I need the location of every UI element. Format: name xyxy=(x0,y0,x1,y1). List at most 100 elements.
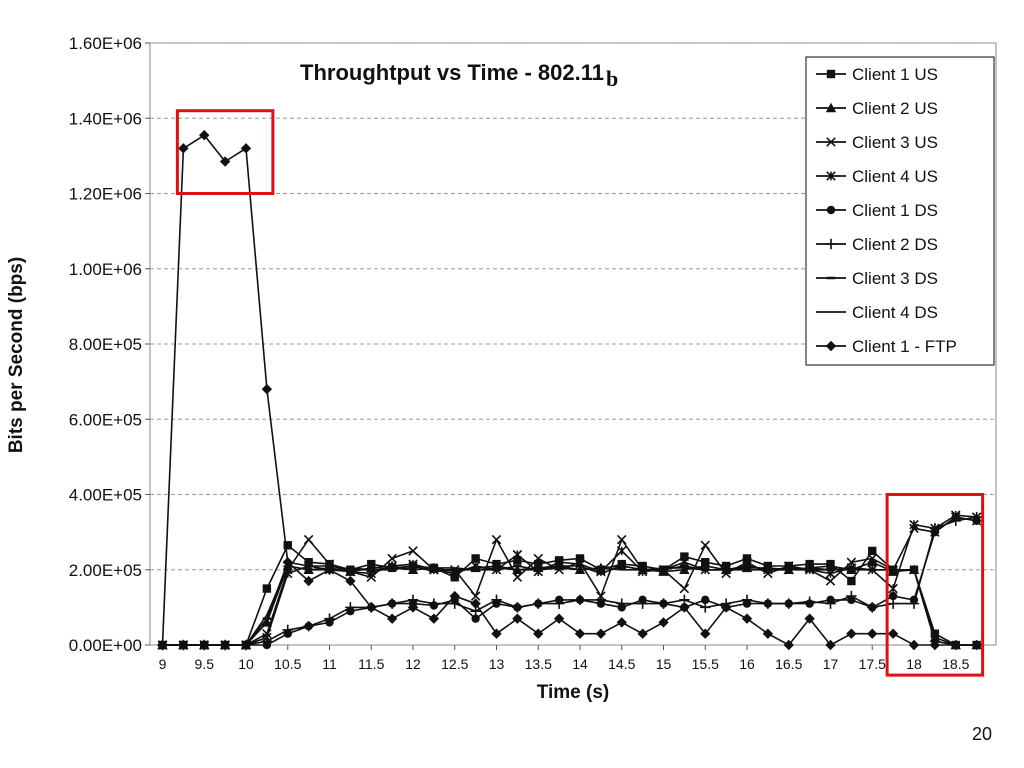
data-point xyxy=(595,594,607,606)
data-point xyxy=(929,639,941,651)
y-tick-label: 2.00E+05 xyxy=(69,561,142,580)
y-tick-label: 6.00E+05 xyxy=(69,410,142,429)
data-point xyxy=(386,598,398,609)
page-number: 20 xyxy=(971,724,992,744)
data-point xyxy=(345,575,356,587)
data-point xyxy=(700,628,711,639)
data-point xyxy=(658,617,669,628)
data-point xyxy=(512,602,523,613)
x-tick-label: 14.5 xyxy=(608,656,635,672)
data-point xyxy=(867,602,878,613)
data-point xyxy=(428,598,440,609)
series-9 xyxy=(157,129,982,651)
data-point xyxy=(491,628,502,639)
x-tick-label: 11.5 xyxy=(358,656,384,672)
x-tick-label: 9 xyxy=(159,656,167,672)
x-tick-label: 12.5 xyxy=(441,656,468,672)
legend-marker xyxy=(825,238,837,250)
legend-item: Client 4 DS xyxy=(816,303,938,322)
data-point xyxy=(219,156,231,167)
x-axis-ticks: 9 9.5 10 10.5 11 11.5 12 12.5 13 13.5 14 14.5 15 15.5… xyxy=(159,645,970,672)
data-point xyxy=(700,540,711,551)
data-point xyxy=(470,591,481,601)
y-tick-label: 8.00E+05 xyxy=(69,335,142,354)
data-point xyxy=(701,595,710,605)
data-point xyxy=(533,628,544,639)
data-point xyxy=(867,553,878,564)
data-point xyxy=(929,523,941,534)
data-point xyxy=(178,143,189,154)
data-point xyxy=(741,613,753,624)
legend-marker xyxy=(826,137,836,147)
data-point xyxy=(574,594,586,606)
data-point xyxy=(887,598,899,609)
data-point xyxy=(512,572,523,583)
legend-item: Client 3 US xyxy=(816,133,938,152)
chart-title-suffix: b xyxy=(606,66,618,91)
data-point xyxy=(825,598,836,609)
series-line xyxy=(161,134,977,647)
legend-label: Client 4 US xyxy=(852,167,938,186)
data-point xyxy=(283,541,292,550)
data-point xyxy=(762,598,774,609)
data-point xyxy=(720,602,732,613)
data-point xyxy=(950,639,961,651)
data-point xyxy=(408,546,418,556)
data-point xyxy=(303,534,314,545)
legend-item: Client 4 US xyxy=(816,167,938,186)
data-point xyxy=(637,628,648,639)
x-tick-label: 16.5 xyxy=(775,656,802,672)
y-tick-label: 1.60E+06 xyxy=(69,34,142,53)
data-point xyxy=(846,628,857,639)
data-point xyxy=(825,576,836,586)
series-group xyxy=(157,129,982,651)
series-8 xyxy=(162,565,977,646)
legend-label: Client 2 DS xyxy=(852,235,938,254)
data-point xyxy=(512,549,523,560)
x-axis-label: Time (s) xyxy=(537,682,610,703)
data-point xyxy=(387,553,397,564)
data-point xyxy=(825,639,836,651)
data-point xyxy=(407,602,419,613)
data-point xyxy=(157,639,168,651)
legend-label: Client 4 DS xyxy=(852,303,938,322)
legend-item: Client 1 US xyxy=(816,65,938,84)
data-point xyxy=(762,628,774,639)
data-point xyxy=(575,554,585,563)
data-point xyxy=(533,598,544,609)
data-point xyxy=(386,613,398,624)
data-point xyxy=(783,598,794,609)
x-tick-label: 10 xyxy=(238,656,254,672)
data-point xyxy=(324,613,335,624)
data-point xyxy=(888,591,898,601)
y-tick-label: 1.40E+06 xyxy=(69,109,142,128)
x-tick-label: 17.5 xyxy=(859,656,886,672)
data-point xyxy=(616,617,627,628)
x-tick-label: 10.5 xyxy=(274,656,301,672)
data-point xyxy=(847,576,856,586)
x-tick-label: 18.5 xyxy=(942,656,969,672)
data-point xyxy=(449,590,460,602)
data-point xyxy=(700,602,711,613)
x-tick-label: 15.5 xyxy=(692,656,719,672)
data-point xyxy=(303,575,314,587)
x-tick-label: 13 xyxy=(489,656,505,672)
data-point xyxy=(679,602,690,613)
data-point xyxy=(513,556,522,565)
highlight-box-2 xyxy=(885,493,985,677)
legend-marker xyxy=(826,171,836,181)
data-point xyxy=(282,624,293,636)
data-point xyxy=(950,515,961,527)
data-point xyxy=(741,594,753,606)
x-tick-label: 9.5 xyxy=(195,656,215,672)
data-point xyxy=(971,511,982,523)
y-tick-label: 4.00E+05 xyxy=(69,486,142,505)
data-point xyxy=(908,598,920,609)
data-point xyxy=(303,620,314,632)
data-point xyxy=(888,583,898,594)
data-point xyxy=(595,628,607,639)
data-point xyxy=(804,613,815,624)
series-line xyxy=(162,516,977,646)
legend-item: Client 1 DS xyxy=(816,201,938,220)
